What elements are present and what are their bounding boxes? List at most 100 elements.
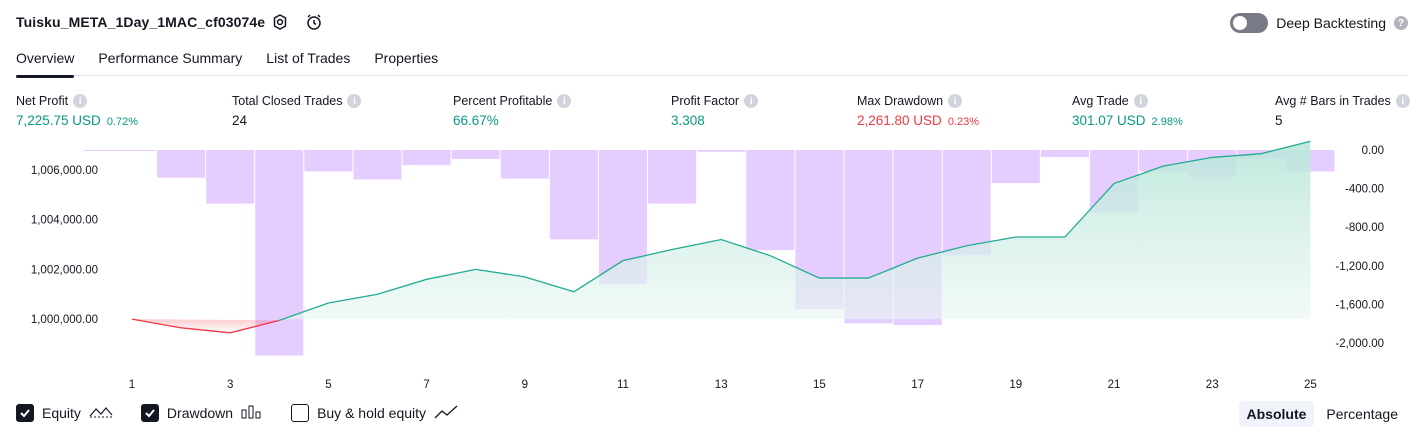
x-axis-tick-label: 11 bbox=[617, 379, 629, 391]
info-icon[interactable]: i bbox=[948, 94, 963, 108]
metric-avg-trade: Avg Trade i 301.07 USD 2.98% bbox=[1072, 94, 1183, 128]
x-axis-tick-label: 21 bbox=[1108, 379, 1121, 391]
drawdown-bar bbox=[206, 150, 255, 204]
settings-icon[interactable] bbox=[270, 12, 290, 32]
deep-backtesting-label: Deep Backtesting bbox=[1276, 15, 1386, 31]
drawdown-bar bbox=[500, 150, 549, 179]
metric-value: 3.308 bbox=[671, 113, 705, 128]
metric-percent: 2.98% bbox=[1151, 116, 1183, 128]
right-axis-tick-label: -1,600.00 bbox=[1335, 299, 1384, 311]
percentage-button[interactable]: Percentage bbox=[1326, 406, 1398, 422]
value-mode-switch: Absolute Percentage bbox=[1238, 401, 1407, 427]
strategy-title: Tuisku_META_1Day_1MAC_cf03074e bbox=[16, 14, 266, 30]
x-axis-tick-label: 17 bbox=[911, 379, 924, 391]
left-axis-tick-label: 1,006,000.00 bbox=[31, 165, 98, 177]
metric-label: Max Drawdown bbox=[857, 94, 944, 108]
equity-line-profit bbox=[279, 140, 1311, 321]
legend-drawdown[interactable]: Drawdown bbox=[140, 404, 263, 422]
right-axis-tick-label: -400.00 bbox=[1345, 184, 1384, 196]
info-icon[interactable]: i bbox=[1133, 94, 1148, 108]
metric-label: Profit Factor bbox=[671, 94, 740, 108]
right-axis-tick-label: -800.00 bbox=[1345, 222, 1384, 234]
drawdown-bar bbox=[991, 150, 1040, 184]
x-axis-tick-label: 13 bbox=[715, 379, 728, 391]
x-axis-tick-label: 23 bbox=[1206, 379, 1219, 391]
drawdown-bar bbox=[451, 150, 500, 159]
legend-equity[interactable]: Equity bbox=[16, 404, 113, 422]
x-axis-tick-label: 7 bbox=[423, 379, 429, 391]
tab-properties[interactable]: Properties bbox=[374, 50, 439, 66]
metric-percent: 0.23% bbox=[947, 116, 980, 128]
left-axis-tick-label: 1,002,000.00 bbox=[31, 264, 98, 276]
equity-area bbox=[279, 141, 1311, 320]
info-icon[interactable]: i bbox=[73, 94, 88, 108]
drawdown-bar bbox=[648, 150, 697, 204]
equity-line-icon bbox=[89, 405, 113, 422]
drawdown-bar bbox=[697, 150, 746, 152]
metric-percent-profitable: Percent Profitable i 66.67% bbox=[453, 94, 572, 128]
tab-overview[interactable]: Overview bbox=[16, 48, 75, 78]
x-axis-tick-label: 15 bbox=[813, 379, 826, 391]
alarm-clock-icon[interactable] bbox=[304, 12, 324, 32]
equity-line-loss bbox=[131, 318, 280, 334]
metric-label: Percent Profitable bbox=[453, 94, 553, 108]
absolute-button[interactable]: Absolute bbox=[1238, 401, 1315, 427]
left-axis-tick-label: 1,004,000.00 bbox=[31, 215, 98, 227]
x-axis-tick-label: 3 bbox=[227, 379, 233, 391]
buy-hold-checkbox[interactable] bbox=[291, 404, 310, 422]
metric-value: 5 bbox=[1275, 113, 1283, 128]
x-axis-tick-label: 5 bbox=[325, 379, 331, 391]
drawdown-bar bbox=[1040, 150, 1089, 158]
info-icon[interactable]: i bbox=[557, 94, 572, 108]
legend-equity-label: Equity bbox=[42, 405, 81, 421]
metric-net-profit: Net Profit i 7,225.75 USD 0.72% bbox=[16, 94, 138, 128]
metric-percent: 0.72% bbox=[106, 116, 139, 128]
drawdown-bars-icon bbox=[241, 405, 263, 422]
metric-value: 24 bbox=[232, 113, 248, 128]
metric-value: 7,225.75 USD bbox=[16, 113, 101, 128]
buy-hold-line-icon bbox=[434, 405, 458, 422]
legend-drawdown-label: Drawdown bbox=[166, 405, 234, 421]
right-axis-tick-label: -2,000.00 bbox=[1335, 338, 1384, 350]
right-axis-tick-label: 0.00 bbox=[1362, 145, 1384, 157]
chart-legend: Equity Drawdown Buy & hold equity bbox=[16, 404, 458, 422]
metric-label: Total Closed Trades bbox=[232, 94, 343, 108]
drawdown-bar bbox=[942, 150, 991, 256]
equity-drawdown-chart: 1,000,000.00 1,002,000.00 1,004,000.00 1,00… bbox=[31, 140, 1384, 391]
legend-buy-hold-label: Buy & hold equity bbox=[317, 405, 427, 421]
drawdown-bar bbox=[402, 150, 451, 166]
tab-list-of-trades[interactable]: List of Trades bbox=[266, 50, 351, 66]
legend-buy-hold[interactable]: Buy & hold equity bbox=[291, 404, 458, 422]
info-icon[interactable]: i bbox=[347, 94, 362, 108]
info-icon[interactable]: i bbox=[744, 94, 759, 108]
metric-label: Avg Trade bbox=[1072, 94, 1129, 108]
info-icon[interactable]: i bbox=[1395, 94, 1410, 108]
right-axis-tick-label: -1,200.00 bbox=[1335, 261, 1384, 273]
deep-backtesting-control: Deep Backtesting ? bbox=[1230, 13, 1408, 33]
equity-checkbox[interactable] bbox=[16, 404, 34, 422]
metric-value: 2,261.80 USD bbox=[857, 113, 942, 128]
x-axis-tick-label: 1 bbox=[129, 379, 135, 391]
x-axis-tick-label: 25 bbox=[1304, 379, 1317, 391]
drawdown-bar bbox=[353, 150, 402, 180]
metric-label: Avg # Bars in Trades bbox=[1275, 94, 1391, 108]
tab-performance-summary[interactable]: Performance Summary bbox=[98, 50, 243, 66]
metric-total-closed-trades: Total Closed Trades i 24 bbox=[232, 94, 362, 128]
metric-value: 301.07 USD bbox=[1072, 113, 1146, 128]
drawdown-checkbox[interactable] bbox=[140, 404, 159, 422]
x-axis-tick-label: 19 bbox=[1009, 379, 1022, 391]
metric-value: 66.67% bbox=[453, 113, 499, 128]
drawdown-bar bbox=[157, 150, 206, 178]
drawdown-bar bbox=[83, 150, 157, 151]
metric-label: Net Profit bbox=[16, 94, 69, 108]
metric-avg-bars: Avg # Bars in Trades i 5 bbox=[1275, 94, 1410, 128]
deep-backtesting-toggle[interactable] bbox=[1230, 13, 1269, 33]
x-axis-tick-label: 9 bbox=[522, 379, 528, 391]
metric-profit-factor: Profit Factor i 3.308 bbox=[671, 94, 759, 128]
drawdown-bar bbox=[304, 150, 353, 172]
drawdown-bar bbox=[746, 150, 795, 251]
metric-max-drawdown: Max Drawdown i 2,261.80 USD 0.23% bbox=[857, 94, 979, 128]
help-icon[interactable]: ? bbox=[1394, 16, 1408, 30]
left-axis-tick-label: 1,000,000.00 bbox=[31, 314, 98, 326]
tab-bar: Overview Performance Summary List of Tra… bbox=[16, 48, 1408, 78]
